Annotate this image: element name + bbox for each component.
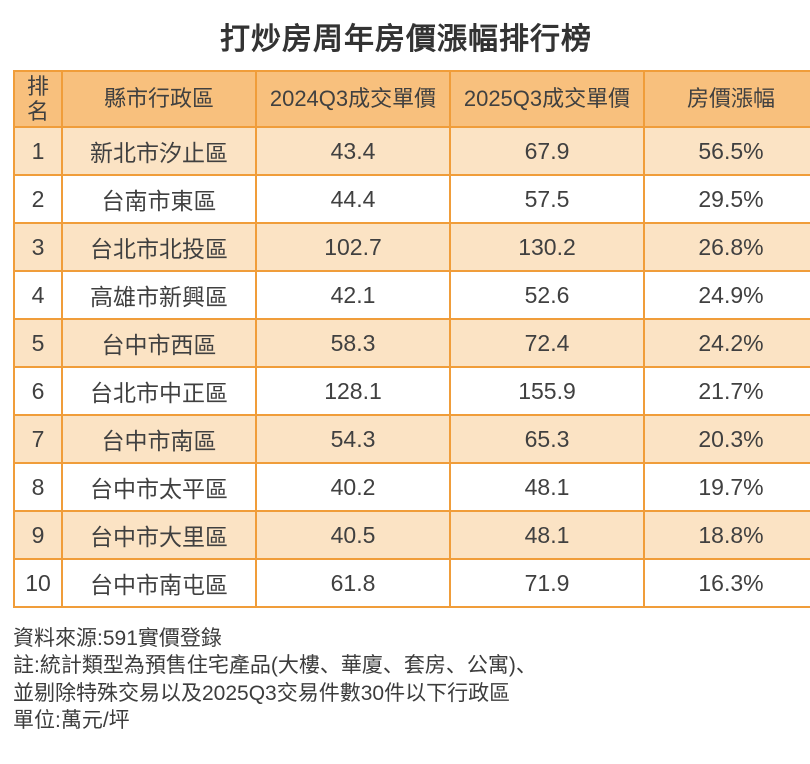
notes: 資料來源:591實價登錄 註:統計類型為預售住宅產品(大樓、華廈、套房、公寓)、…	[13, 625, 799, 734]
table-row: 8 台中市太平區 40.2 48.1 19.7%	[13, 462, 810, 512]
cell-price-2025q3: 48.1	[449, 462, 645, 512]
note-exclusions: 並剔除特殊交易以及2025Q3交易件數30件以下行政區	[13, 681, 511, 705]
header-cell-price-2024q3: 2024Q3成交單價	[255, 70, 451, 128]
cell-district: 台南市東區	[61, 174, 257, 224]
cell-change: 18.8%	[643, 510, 810, 560]
table-row: 7 台中市南區 54.3 65.3 20.3%	[13, 414, 810, 464]
cell-change: 26.8%	[643, 222, 810, 272]
table-header-row: 排名 縣市行政區 2024Q3成交單價 2025Q3成交單價 房價漲幅	[13, 70, 810, 128]
cell-price-2025q3: 71.9	[449, 558, 645, 608]
cell-rank: 9	[13, 510, 63, 560]
note-unit: 單位:萬元/坪	[13, 708, 130, 732]
cell-rank: 3	[13, 222, 63, 272]
table-row: 2 台南市東區 44.4 57.5 29.5%	[13, 174, 810, 224]
table-body: 1 新北市汐止區 43.4 67.9 56.5% 2 台南市東區 44.4 57.5 29.5% 3…	[13, 126, 810, 608]
cell-change: 16.3%	[643, 558, 810, 608]
cell-change: 24.2%	[643, 318, 810, 368]
cell-price-2024q3: 102.7	[255, 222, 451, 272]
cell-rank: 7	[13, 414, 63, 464]
cell-rank: 1	[13, 126, 63, 176]
table-row: 1 新北市汐止區 43.4 67.9 56.5%	[13, 126, 810, 176]
cell-rank: 2	[13, 174, 63, 224]
cell-change: 20.3%	[643, 414, 810, 464]
cell-rank: 8	[13, 462, 63, 512]
cell-rank: 6	[13, 366, 63, 416]
table-row: 10 台中市南屯區 61.8 71.9 16.3%	[13, 558, 810, 608]
cell-price-2024q3: 44.4	[255, 174, 451, 224]
table-row: 9 台中市大里區 40.5 48.1 18.8%	[13, 510, 810, 560]
cell-rank: 4	[13, 270, 63, 320]
cell-price-2024q3: 58.3	[255, 318, 451, 368]
cell-change: 21.7%	[643, 366, 810, 416]
cell-district: 台中市西區	[61, 318, 257, 368]
table-row: 6 台北市中正區 128.1 155.9 21.7%	[13, 366, 810, 416]
cell-price-2024q3: 61.8	[255, 558, 451, 608]
header-cell-change: 房價漲幅	[643, 70, 810, 128]
cell-price-2025q3: 72.4	[449, 318, 645, 368]
cell-district: 台中市南屯區	[61, 558, 257, 608]
cell-price-2025q3: 57.5	[449, 174, 645, 224]
cell-district: 台北市中正區	[61, 366, 257, 416]
cell-price-2024q3: 42.1	[255, 270, 451, 320]
cell-rank: 10	[13, 558, 63, 608]
cell-price-2025q3: 130.2	[449, 222, 645, 272]
cell-district: 高雄市新興區	[61, 270, 257, 320]
cell-rank: 5	[13, 318, 63, 368]
cell-price-2024q3: 40.2	[255, 462, 451, 512]
cell-price-2025q3: 155.9	[449, 366, 645, 416]
header-cell-district: 縣市行政區	[61, 70, 257, 128]
cell-price-2024q3: 40.5	[255, 510, 451, 560]
header-cell-rank: 排名	[13, 70, 63, 128]
cell-district: 台中市太平區	[61, 462, 257, 512]
header-cell-price-2025q3: 2025Q3成交單價	[449, 70, 645, 128]
cell-price-2025q3: 67.9	[449, 126, 645, 176]
cell-price-2025q3: 65.3	[449, 414, 645, 464]
cell-price-2024q3: 43.4	[255, 126, 451, 176]
page-title: 打炒房周年房價漲幅排行榜	[220, 23, 592, 56]
ranking-table: 排名 縣市行政區 2024Q3成交單價 2025Q3成交單價 房價漲幅 1 新北市汐止區 4…	[13, 70, 810, 608]
cell-change: 19.7%	[643, 462, 810, 512]
cell-price-2025q3: 48.1	[449, 510, 645, 560]
cell-district: 台中市大里區	[61, 510, 257, 560]
table-row: 4 高雄市新興區 42.1 52.6 24.9%	[13, 270, 810, 320]
table-row: 3 台北市北投區 102.7 130.2 26.8%	[13, 222, 810, 272]
note-statistics: 註:統計類型為預售住宅產品(大樓、華廈、套房、公寓)、	[13, 654, 537, 678]
cell-district: 台北市北投區	[61, 222, 257, 272]
cell-district: 新北市汐止區	[61, 126, 257, 176]
cell-price-2024q3: 54.3	[255, 414, 451, 464]
cell-change: 24.9%	[643, 270, 810, 320]
cell-price-2024q3: 128.1	[255, 366, 451, 416]
cell-change: 56.5%	[643, 126, 810, 176]
note-source: 資料來源:591實價登錄	[13, 627, 222, 650]
cell-district: 台中市南區	[61, 414, 257, 464]
table-row: 5 台中市西區 58.3 72.4 24.2%	[13, 318, 810, 368]
cell-price-2025q3: 52.6	[449, 270, 645, 320]
cell-change: 29.5%	[643, 174, 810, 224]
